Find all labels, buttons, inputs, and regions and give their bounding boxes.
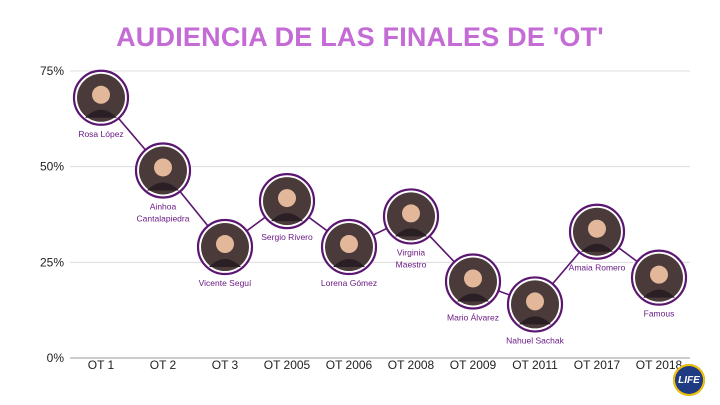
photo-icon [635,253,683,302]
photo-face [92,85,110,104]
photo-icon [387,192,435,241]
photo-shoulders [457,293,489,302]
photo-icon [139,146,187,195]
data-point [630,249,688,306]
photo-face [216,235,234,254]
point-labels: Rosa López Ainhoa Cantalapiedra Vicente Seg… [78,129,674,346]
point-label: Amaia Romero [569,263,626,273]
x-tick-label: OT 2011 [512,358,558,372]
photo-icon [449,257,497,306]
photo-face [154,158,172,177]
data-point [258,173,316,230]
y-tick-label: 0% [47,351,65,365]
point-label: Maestro [396,259,427,269]
y-tick-label: 25% [40,255,64,269]
data-point [72,69,130,126]
photo-face [526,292,544,311]
point-label: Sergio Rivero [261,232,313,242]
photo-shoulders [395,228,427,237]
photo-icon [511,280,559,329]
photo-icon [201,223,249,272]
photo-face [464,269,482,288]
point-label: Vicente Seguí [199,278,252,288]
data-point [196,218,254,276]
series-line [100,97,660,306]
photo-icon [77,73,125,122]
life-logo: LIFE [673,364,705,396]
photo-shoulders [519,316,551,325]
photo-shoulders [643,289,675,298]
photo-face [340,235,358,254]
data-points [72,69,688,333]
x-tick-label: OT 2009 [450,358,497,372]
x-tick-label: OT 2018 [636,358,683,372]
point-label: Lorena Gómez [321,278,377,288]
x-tick-label: OT 2008 [388,358,435,372]
point-label: Rosa López [78,129,123,139]
data-point [382,188,440,245]
photo-face [650,265,668,284]
chart-title: AUDIENCIA DE LAS FINALES DE 'OT' [116,22,604,52]
photo-shoulders [581,243,613,252]
point-label: Nahuel Sachak [506,335,564,345]
photo-shoulders [271,213,303,222]
data-point [444,253,502,310]
x-tick-label: OT 2017 [574,358,621,372]
x-tick-label: OT 2006 [326,358,373,372]
point-label: Virginia [397,247,425,257]
series-polyline [100,97,660,306]
x-tick-label: OT 2005 [264,358,311,372]
x-tick-label: OT 2 [150,358,177,372]
point-label: Cantalapiedra [137,213,190,223]
x-tick-label: OT 1 [88,358,115,372]
photo-shoulders [147,182,179,191]
point-label: Mario Álvarez [447,312,499,322]
photo-shoulders [333,259,365,268]
data-point [320,218,378,276]
y-axis: 0% 25% 50% 75% [40,64,64,365]
photo-face [278,189,296,208]
photo-face [588,219,606,238]
photo-icon [573,207,621,256]
photo-shoulders [85,109,117,118]
data-point [506,276,564,333]
x-tick-label: OT 3 [212,358,239,372]
data-point [134,142,192,199]
y-tick-label: 75% [40,64,64,78]
photo-icon [263,177,311,226]
x-axis: OT 1 OT 2 OT 3 OT 2005 OT 2006 OT 2008 OT 2009… [88,358,683,372]
photo-icon [325,223,373,272]
point-label: Famous [644,309,675,319]
y-tick-label: 50% [40,160,64,174]
point-label: Ainhoa [150,201,177,211]
data-point [568,203,626,260]
photo-face [402,204,420,223]
photo-shoulders [209,259,241,268]
